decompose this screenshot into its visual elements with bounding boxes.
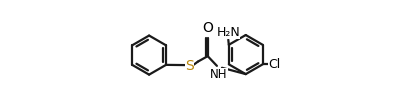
- Text: NH: NH: [210, 68, 228, 81]
- Text: S: S: [185, 59, 194, 73]
- Text: H₂N: H₂N: [216, 26, 240, 39]
- Text: Cl: Cl: [269, 58, 281, 71]
- Text: O: O: [202, 21, 213, 35]
